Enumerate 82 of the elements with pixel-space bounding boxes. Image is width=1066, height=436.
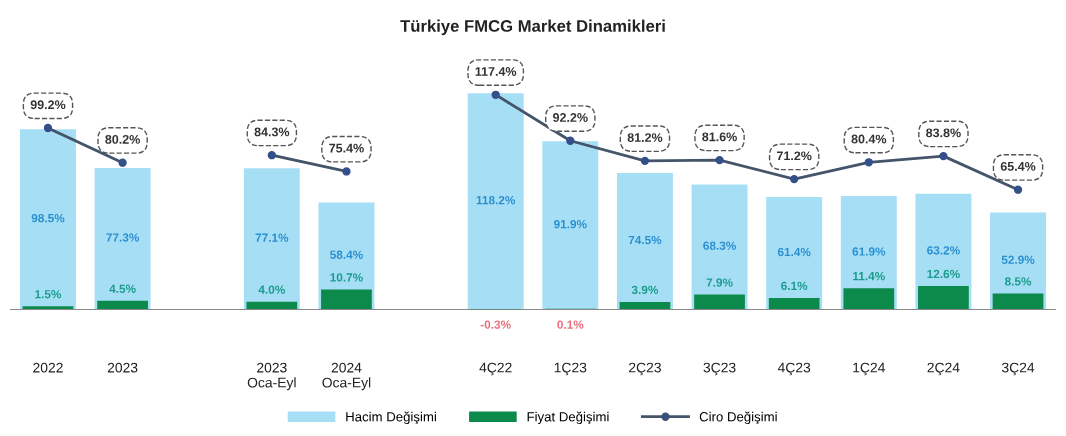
data-label: 4.5% — [109, 284, 136, 293]
point — [342, 167, 351, 176]
data-label: 74.5% — [628, 235, 662, 245]
data-label: 71.2% — [776, 151, 812, 161]
x-tick-label: 4Ç22 — [479, 362, 512, 376]
bar — [843, 288, 895, 310]
point — [43, 123, 53, 133]
data-label: 58.4% — [330, 250, 363, 259]
data-label: 3.9% — [631, 285, 659, 295]
data-label: 10.7% — [330, 273, 363, 282]
data-label: 52.9% — [1001, 255, 1035, 264]
data-label: 4.0% — [258, 285, 285, 294]
data-label: 81.6% — [702, 132, 737, 142]
point — [640, 156, 650, 166]
legend-label: Hacim Değişimi — [346, 411, 436, 425]
data-label: 117.4% — [475, 67, 517, 76]
bar — [467, 93, 524, 310]
data-label: 81.2% — [627, 133, 663, 142]
x-tick-label: 2024 Oca-Eyl — [322, 362, 371, 391]
x-tick-label: 3Ç23 — [703, 362, 736, 376]
x-tick-label: 1Ç24 — [853, 362, 885, 376]
bar — [243, 168, 300, 310]
bar — [992, 293, 1044, 310]
point — [491, 90, 500, 99]
data-label: 77.1% — [255, 233, 289, 242]
data-label: 84.3% — [254, 127, 290, 137]
bar — [694, 294, 745, 310]
data-label: 80.2% — [105, 134, 140, 144]
point — [715, 155, 724, 165]
bar — [616, 173, 673, 310]
bar — [691, 184, 748, 310]
x-tick-label: 2022 — [33, 362, 63, 373]
data-label: 61.4% — [777, 247, 811, 257]
data-label: 63.2% — [927, 246, 960, 255]
legend-label: Fiyat Değişimi — [527, 411, 609, 425]
point — [939, 151, 948, 161]
data-label: 6.1% — [781, 281, 808, 290]
data-label: 68.3% — [703, 241, 736, 250]
x-tick-label: 1Ç23 — [554, 362, 587, 376]
point — [1013, 185, 1023, 194]
bar — [321, 289, 372, 310]
data-label: 83.8% — [926, 128, 961, 138]
data-label: 7.9% — [706, 278, 733, 287]
x-tick-label: 2Ç23 — [629, 362, 661, 376]
data-label: 0.1% — [557, 320, 584, 329]
bar — [246, 301, 298, 310]
data-label: 75.4% — [329, 143, 364, 153]
bar — [918, 286, 969, 310]
bar — [619, 301, 671, 310]
bar — [768, 297, 820, 310]
data-label: 65.4% — [1000, 161, 1036, 171]
data-label: 118.2% — [476, 195, 516, 205]
data-label: 8.5% — [1004, 277, 1032, 286]
bar — [94, 167, 151, 310]
data-label: 1.5% — [35, 290, 62, 299]
x-tick-label: 2Ç24 — [927, 362, 960, 376]
data-label: 99.2% — [30, 100, 66, 110]
data-label: 12.6% — [927, 269, 960, 279]
data-label: 92.2% — [553, 113, 588, 122]
data-label: 80.4% — [851, 134, 887, 144]
x-tick-label: 3Ç24 — [1001, 362, 1035, 376]
chart-title: Türkiye FMCG Market Dinamikleri — [400, 19, 665, 36]
bar — [766, 196, 823, 310]
legend-label: Ciro Değişimi — [699, 411, 777, 425]
x-tick-label: 2023 Oca-Eyl — [247, 362, 296, 391]
point — [864, 158, 873, 167]
bar — [97, 300, 148, 310]
x-tick-label: 4Ç23 — [777, 362, 811, 376]
x-tick-label: 2023 — [107, 362, 138, 373]
point — [118, 158, 127, 167]
bar — [542, 141, 599, 310]
data-label: 98.5% — [31, 213, 65, 223]
point — [790, 174, 799, 184]
bar — [19, 129, 76, 310]
data-label: 11.4% — [853, 271, 885, 281]
data-label: -0.3% — [480, 320, 511, 329]
point — [566, 136, 575, 145]
data-label: 61.9% — [852, 247, 886, 256]
point — [267, 151, 276, 160]
data-label: 91.9% — [553, 219, 587, 229]
data-label: 77.3% — [106, 233, 140, 242]
bar — [22, 306, 74, 310]
